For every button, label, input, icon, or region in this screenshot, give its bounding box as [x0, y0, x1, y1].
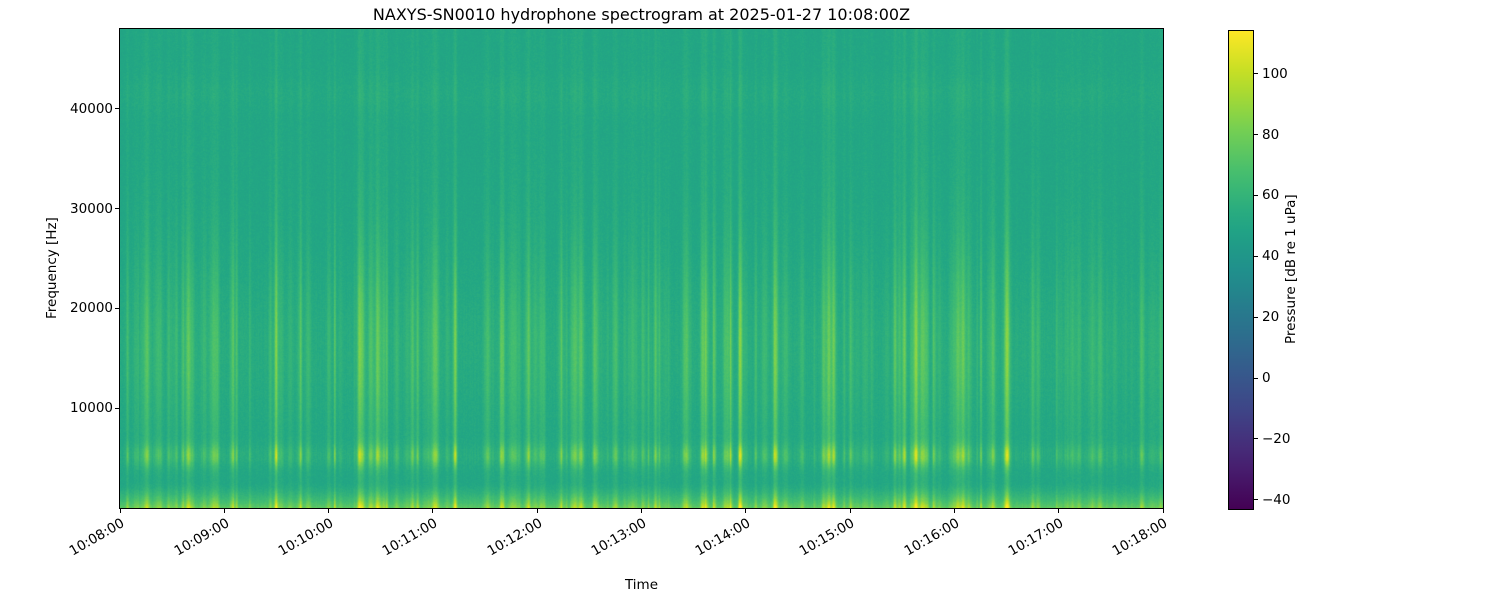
y-tick-label: 30000: [70, 200, 113, 217]
y-tick-label: 10000: [70, 400, 113, 417]
colorbar-tick-label: −20: [1262, 430, 1291, 447]
x-axis-label: Time: [624, 577, 659, 593]
x-tick-label-text: 10:17:00: [1005, 515, 1067, 560]
colorbar-tickmark: [1254, 377, 1258, 379]
chart-title: NAXYS-SN0010 hydrophone spectrogram at 2…: [372, 5, 911, 24]
colorbar-tickmark: [1254, 438, 1258, 440]
y-tickmark: [115, 307, 119, 309]
y-tickmark: [115, 108, 119, 110]
x-tick-label-text: 10:08:00: [66, 515, 128, 560]
colorbar-tickmark: [1254, 316, 1258, 318]
x-tickmark: [1162, 509, 1164, 513]
x-tickmark: [953, 509, 955, 513]
y-axis-label: Frequency [Hz]: [44, 217, 60, 320]
x-tickmark: [119, 509, 121, 513]
x-tick-label-text: 10:16:00: [901, 515, 962, 560]
x-tickmark: [328, 509, 330, 513]
y-tickmark: [115, 208, 119, 210]
x-tick-label-text: 10:14:00: [692, 515, 754, 560]
x-tick-label-text: 10:18:00: [1109, 515, 1171, 560]
x-tickmark: [641, 509, 642, 513]
colorbar-tick-label: 80: [1262, 126, 1280, 143]
colorbar-tick-label: 100: [1262, 65, 1288, 82]
colorbar-tickmark: [1254, 73, 1258, 75]
colorbar-tick-label: 20: [1262, 309, 1280, 326]
colorbar-tick-label: 0: [1262, 370, 1271, 387]
y-tick-label: 20000: [70, 300, 113, 317]
x-tickmark: [1058, 509, 1060, 513]
x-tickmark: [849, 509, 851, 513]
colorbar-tickmark: [1254, 134, 1258, 136]
colorbar-tickmark: [1254, 194, 1258, 196]
colorbar-tickmark: [1254, 255, 1258, 257]
x-tick-label-text: 10:10:00: [275, 515, 337, 560]
x-tick-label-text: 10:15:00: [797, 515, 858, 560]
y-tickmark: [115, 407, 119, 409]
colorbar-tickmark: [1254, 499, 1258, 501]
x-tick-label-text: 10:13:00: [588, 515, 649, 560]
x-tick-label-text: 10:12:00: [484, 515, 545, 560]
colorbar-tick-label: 60: [1262, 187, 1280, 204]
y-tick-label: 40000: [70, 100, 113, 117]
x-tickmark: [223, 509, 225, 513]
x-tick-label-text: 10:09:00: [171, 515, 232, 560]
colorbar-tick-label: 40: [1262, 248, 1280, 265]
spectrogram-heatmap: [120, 29, 1163, 508]
x-tick-label-text: 10:11:00: [379, 515, 441, 560]
x-tickmark: [432, 509, 434, 513]
colorbar-label: Pressure [dB re 1 uPa]: [1283, 194, 1299, 344]
x-tickmark: [536, 509, 538, 513]
x-tickmark: [745, 509, 747, 513]
colorbar: [1228, 30, 1254, 510]
colorbar-tick-label: −40: [1262, 491, 1291, 508]
